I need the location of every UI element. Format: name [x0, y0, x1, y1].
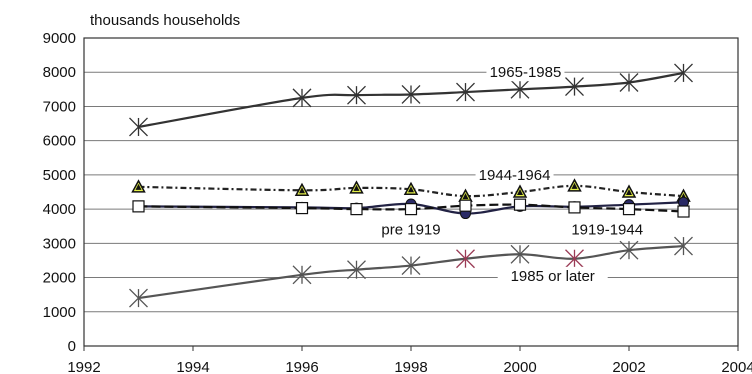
data-point [565, 77, 584, 97]
x-tick-label-1998: 1998 [394, 359, 427, 374]
data-point [132, 200, 145, 213]
y-tick-label-4000: 4000 [43, 201, 76, 218]
series-label: pre 1919 [381, 222, 440, 239]
y-tick-label-1000: 1000 [43, 304, 76, 321]
x-tick-label-2004: 2004 [721, 359, 752, 374]
series-label: 1944-1964 [479, 167, 551, 184]
data-point [565, 249, 584, 269]
series-label: 1985 or later [511, 268, 595, 285]
y-axis: 0 1000 2000 3000 4000 5000 6000 7000 8000 9000 [43, 30, 76, 355]
x-tick-label-2000: 2000 [503, 359, 536, 374]
series-label: 1965-1985 [490, 64, 562, 81]
data-point [456, 82, 475, 102]
data-point [401, 256, 421, 276]
data-point [677, 205, 690, 218]
x-axis: 1992 1994 1996 1998 2000 2002 2004 [67, 346, 752, 374]
data-point [568, 201, 581, 214]
data-point [350, 203, 363, 216]
y-tick-label-8000: 8000 [43, 64, 76, 81]
data-point [295, 201, 309, 215]
data-point [619, 73, 639, 92]
x-tick-label-1992: 1992 [67, 359, 100, 374]
y-tick-label-0: 0 [68, 338, 76, 355]
series-1944-1964 [131, 178, 691, 202]
data-point [404, 203, 418, 216]
x-tick-label-1994: 1994 [176, 359, 209, 374]
y-tick-label-3000: 3000 [43, 235, 76, 252]
data-point [510, 79, 530, 99]
y-tick-label-7000: 7000 [43, 98, 76, 115]
data-point [401, 85, 421, 104]
data-point [292, 265, 312, 285]
x-tick-label-1996: 1996 [285, 359, 318, 374]
series-1985-or-later [129, 236, 693, 308]
y-unit-label: thousands households [90, 12, 240, 29]
data-point [513, 198, 527, 211]
data-point [456, 249, 475, 269]
data-point [129, 288, 148, 308]
data-point [347, 260, 366, 280]
y-tick-label-5000: 5000 [43, 167, 76, 184]
y-tick-label-9000: 9000 [43, 30, 76, 47]
series-1919-1944 [132, 198, 690, 218]
data-point [292, 88, 312, 108]
series-label: 1919-1944 [571, 222, 643, 239]
data-point [674, 236, 693, 256]
data-point [510, 244, 530, 264]
data-point [347, 85, 366, 105]
data-point [619, 240, 639, 260]
data-point [674, 63, 693, 83]
data-point [459, 199, 472, 212]
data-point [129, 117, 148, 137]
y-tick-label-6000: 6000 [43, 133, 76, 150]
x-tick-label-2002: 2002 [612, 359, 645, 374]
annotations: 1965-1985 1944-1964 pre 1919 1919-1944 1985 … [376, 63, 647, 285]
y-tick-label-2000: 2000 [43, 270, 76, 287]
data-point [622, 203, 636, 216]
series-1965-1985 [129, 63, 693, 137]
